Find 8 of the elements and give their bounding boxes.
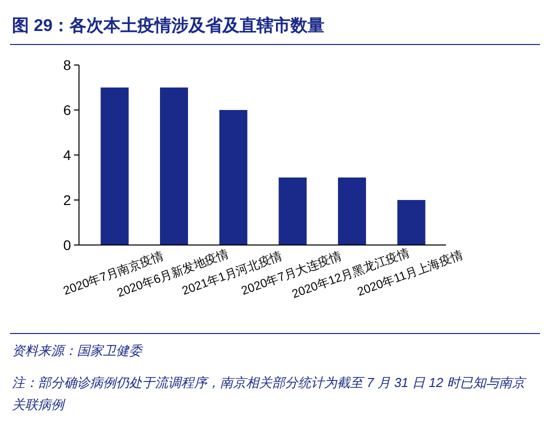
- y-tick-label: 2: [63, 192, 72, 208]
- y-tick-label: 8: [63, 57, 72, 73]
- text: 资料来源：国家卫健委: [12, 342, 144, 360]
- y-tick-label: 0: [63, 237, 72, 253]
- text: 注：部分确诊病例仍处于流调程序，南京相关部分统计为截至 7 月 31 日 12 时已知与南京关联病例: [12, 374, 528, 414]
- y-tick-label: 6: [63, 102, 72, 118]
- y-tick-label: 4: [63, 147, 72, 163]
- chart-title: 图 29：各次本土疫情涉及省及直辖市数量: [12, 15, 325, 37]
